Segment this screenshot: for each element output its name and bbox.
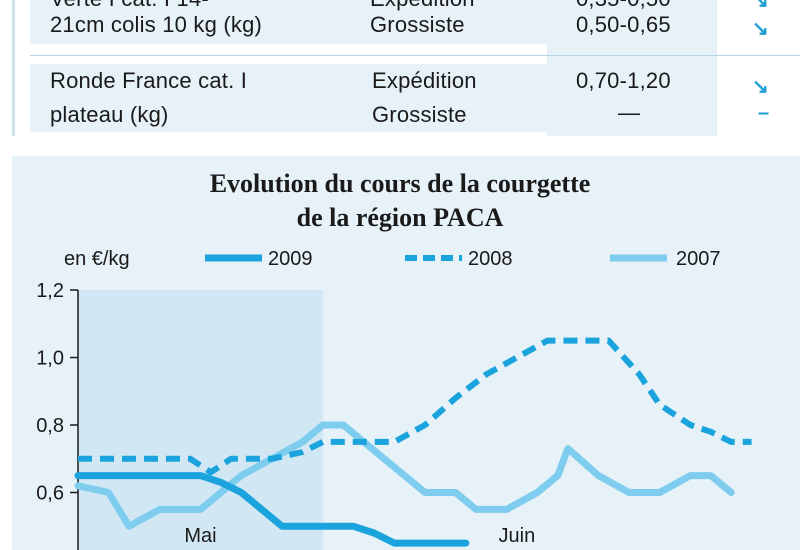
legend-label-2007: 2007 bbox=[676, 248, 721, 270]
trend-down-icon: ↘ bbox=[752, 18, 769, 40]
price-cell: 0,35-0,50 bbox=[576, 0, 671, 14]
y-axis: 1,21,00,80,60,4 bbox=[36, 280, 79, 550]
chart-title: Evolution du cours de la courgette bbox=[210, 169, 591, 198]
legend-label-2008: 2008 bbox=[468, 248, 513, 270]
y-axis-unit-label: en €/kg bbox=[64, 248, 130, 270]
product-cell: Verte I cat. I 14- bbox=[50, 0, 209, 14]
price-table: Verte I cat. I 14- 21cm colis 10 kg (kg)… bbox=[0, 0, 800, 138]
y-tick-label: 1,0 bbox=[36, 348, 64, 370]
product-cell: Ronde France cat. I bbox=[50, 68, 248, 93]
chart-subtitle: de la région PACA bbox=[297, 203, 504, 232]
price-column-band bbox=[547, 0, 717, 136]
market-cell: Grossiste bbox=[370, 12, 465, 37]
series-line-2008 bbox=[78, 337, 752, 476]
y-tick-label: 0,6 bbox=[36, 483, 64, 505]
market-cell: Expédition bbox=[370, 0, 475, 14]
product-cell: 21cm colis 10 kg (kg) bbox=[50, 12, 263, 37]
series-line-2007 bbox=[74, 421, 735, 530]
period-labels: Mai Juin bbox=[184, 525, 535, 547]
price-cell: 0,50-0,65 bbox=[576, 12, 671, 37]
trend-down-icon: ↘ bbox=[752, 76, 769, 98]
legend-label-2009: 2009 bbox=[268, 248, 313, 270]
market-cell: Expédition bbox=[372, 68, 477, 93]
y-tick-label: 0,8 bbox=[36, 415, 64, 437]
row-divider bbox=[30, 55, 800, 56]
y-tick-label: 1,2 bbox=[36, 280, 64, 302]
price-cell: — bbox=[618, 100, 641, 125]
market-cell: Grossiste bbox=[372, 102, 467, 127]
table-left-border bbox=[12, 0, 15, 136]
price-cell: 0,70-1,20 bbox=[576, 68, 671, 93]
row-band-ronde bbox=[30, 64, 548, 132]
x-period-label: Mai bbox=[184, 525, 216, 547]
x-period-label: Juin bbox=[499, 525, 536, 547]
trend-flat-icon: – bbox=[758, 102, 770, 124]
series-line-2009 bbox=[74, 472, 470, 547]
trend-down-icon: ↘ bbox=[752, 0, 769, 12]
row-band-verte bbox=[30, 0, 548, 44]
series-group bbox=[74, 337, 752, 547]
legend: 2009 2008 2007 bbox=[205, 248, 721, 270]
product-cell: plateau (kg) bbox=[50, 102, 169, 127]
